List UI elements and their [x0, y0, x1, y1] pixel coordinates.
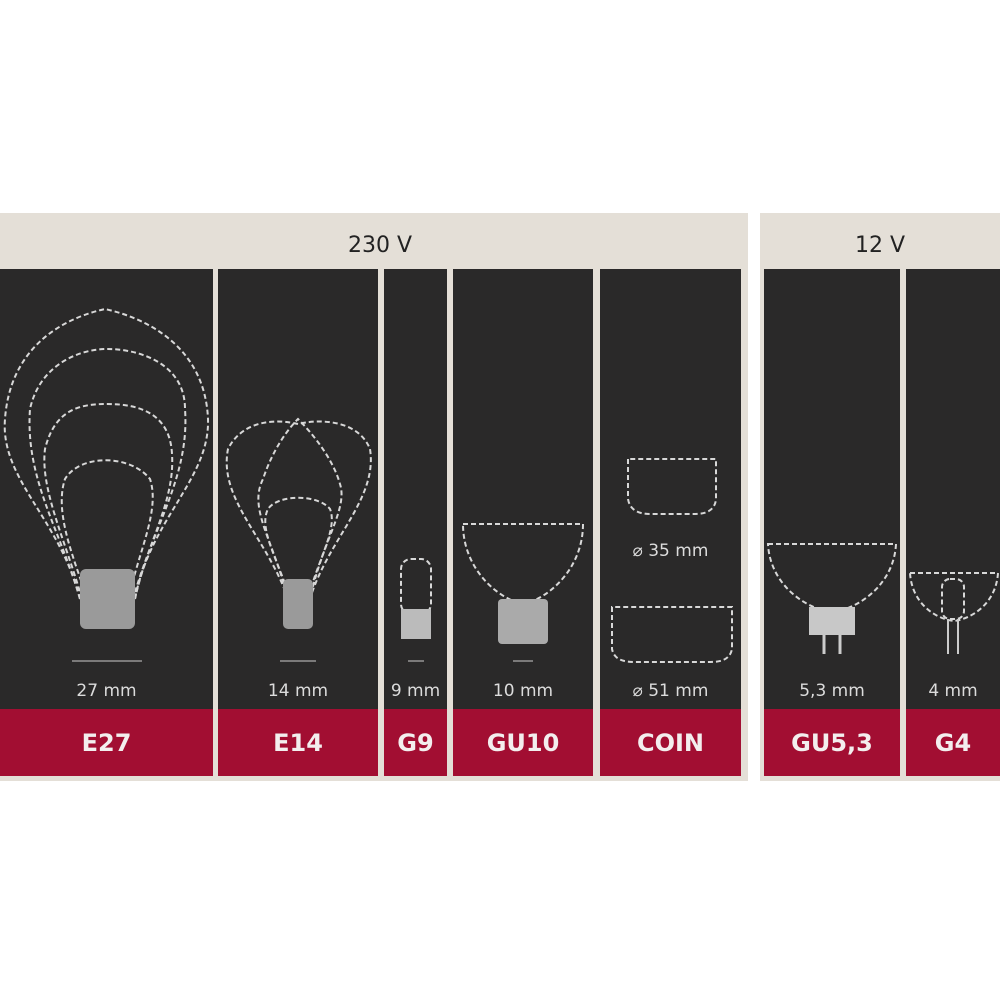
voltage-label: 12 V [854, 233, 906, 258]
socket-label: G9 [384, 709, 447, 776]
socket-size: 4 mm [928, 681, 978, 701]
socket-panel-e14: 14 mm E14 [218, 269, 378, 776]
socket-size: 27 mm [76, 681, 137, 701]
gu10-bulb-icon [461, 523, 585, 662]
socket-label: COIN [600, 709, 741, 776]
socket-panel-gu10: 10 mm GU10 [453, 269, 593, 776]
g9-bulb-icon [400, 558, 432, 662]
socket-size: ⌀ 51 mm [632, 681, 709, 701]
socket-size: 14 mm [267, 681, 329, 701]
socket-panel-coin: ⌀ 35 mm ⌀ 51 mm COIN [600, 269, 741, 776]
socket-size-small: ⌀ 35 mm [632, 541, 709, 561]
socket-panel-e27: 27 mm E27 [0, 269, 213, 776]
gu53-bulb-icon [766, 543, 898, 654]
e14-bulb-icon [225, 417, 372, 662]
socket-size: 9 mm [390, 681, 441, 701]
socket-label: GU5,3 [764, 709, 900, 776]
socket-label: E27 [0, 709, 213, 776]
coin-bulb-icon [611, 458, 733, 663]
g4-bulb-icon [908, 572, 1000, 654]
socket-panel-gu53: 5,3 mm GU5,3 [764, 269, 900, 776]
socket-size: 5,3 mm [799, 681, 865, 701]
voltage-label: 230 V [347, 233, 413, 258]
socket-panel-g4: 4 mm G4 [906, 269, 1000, 776]
socket-panel-g9: 9 mm G9 [384, 269, 447, 776]
socket-label: E14 [218, 709, 378, 776]
socket-label: GU10 [453, 709, 593, 776]
socket-size: 10 mm [492, 681, 554, 701]
e27-bulb-icon [3, 307, 210, 662]
socket-label: G4 [906, 709, 1000, 776]
